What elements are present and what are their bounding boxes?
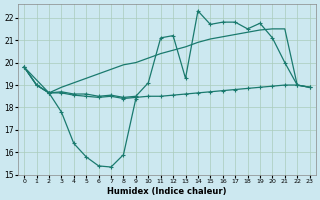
- X-axis label: Humidex (Indice chaleur): Humidex (Indice chaleur): [107, 187, 227, 196]
